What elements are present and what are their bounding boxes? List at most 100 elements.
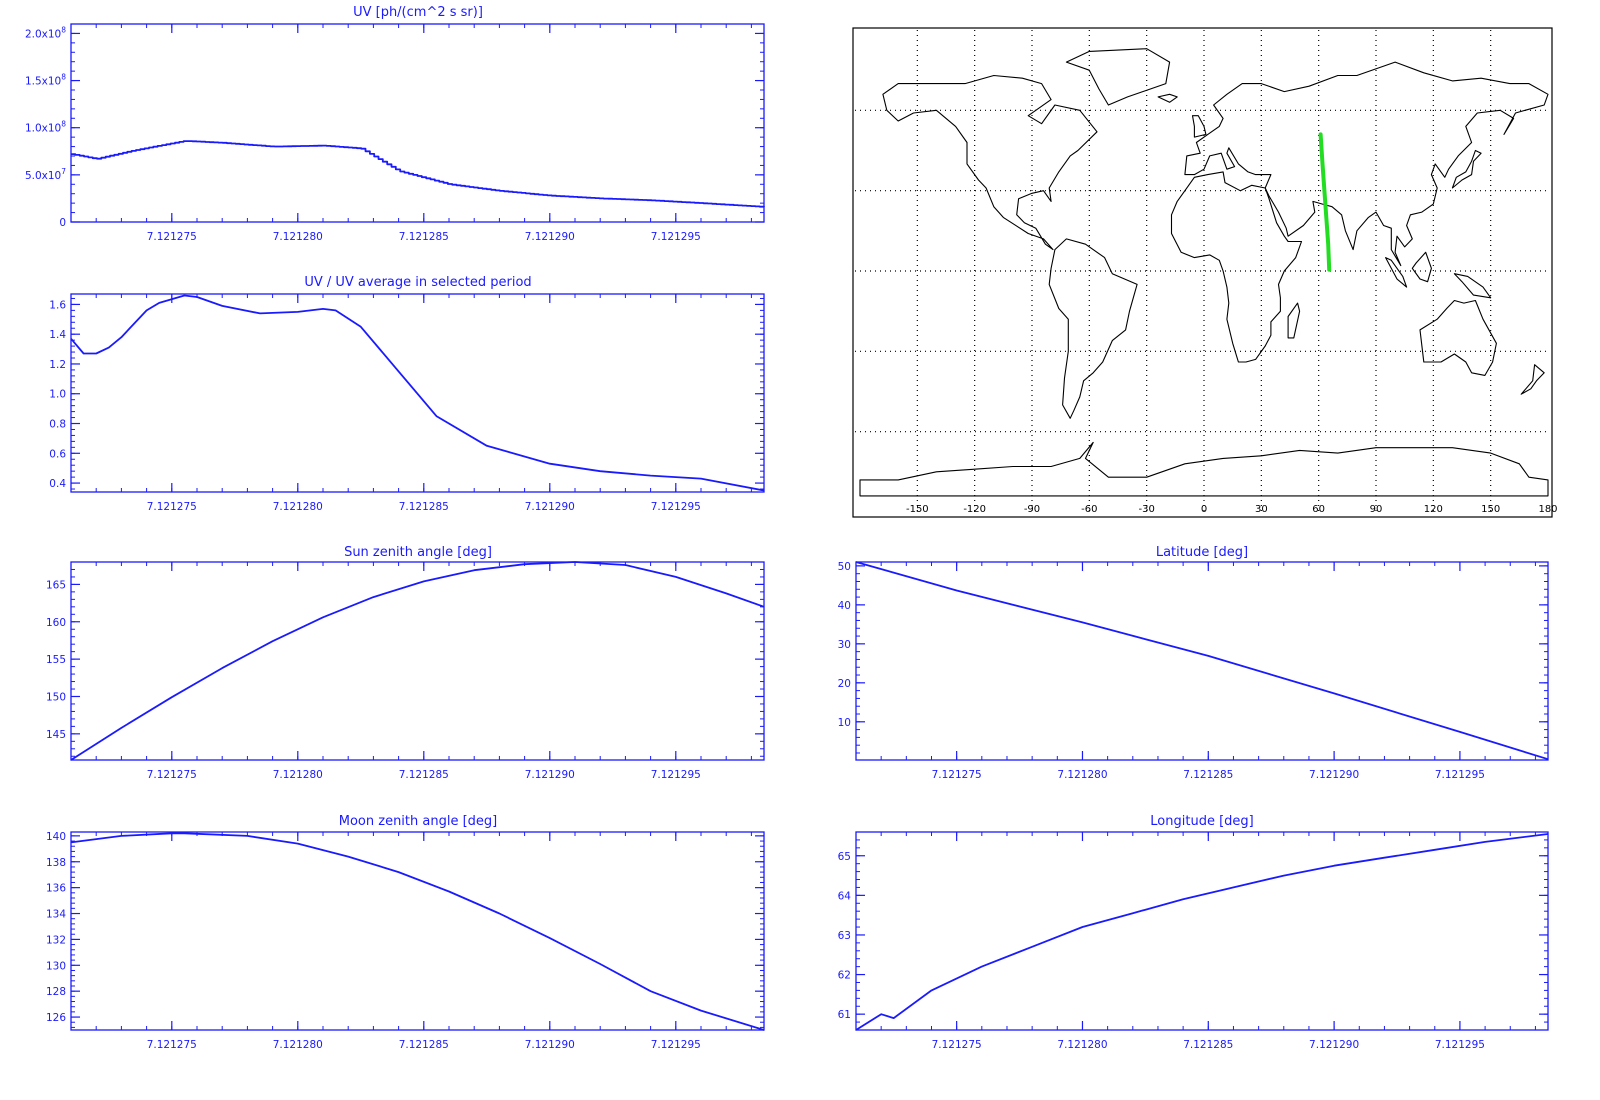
sun-zenith-panel: Sun zenith angle [deg] 7.121275 7.121280 7… — [46, 545, 765, 781]
longitude-x-tick-label: 7.121280 — [1057, 1039, 1107, 1051]
map-lon-tick-label: 150 — [1481, 504, 1500, 515]
moon-zenith-x-tick-label: 7.121290 — [525, 1039, 575, 1051]
moon-zenith-y-tick-label: 138 — [46, 857, 66, 869]
sun-zenith-title: Sun zenith angle [deg] — [344, 545, 492, 560]
uv-y-tick-label: 0 — [59, 217, 66, 229]
longitude-series-line — [855, 833, 1549, 1031]
uv-ratio-plot-frame — [70, 293, 765, 493]
latitude-title: Latitude [deg] — [1156, 545, 1248, 560]
uv-ratio-y-tick-label: 1.4 — [49, 329, 66, 341]
uv-y-tick-label: 2.0x108 — [25, 25, 66, 40]
sun-zenith-y-tick-label: 155 — [46, 654, 66, 666]
map-coastline-borneo — [1411, 251, 1432, 283]
moon-zenith-y-tick-label: 140 — [46, 831, 66, 843]
sun-zenith-series-line — [70, 561, 765, 761]
world-map-panel: -150 -120 -90 -60 -30 0 30 60 90 120 150 180 — [852, 27, 1558, 518]
map-lon-tick-label: 30 — [1255, 504, 1268, 515]
uv-ratio-x-tick-label: 7.121275 — [147, 501, 197, 513]
sun-zenith-y-tick-label: 145 — [46, 729, 66, 741]
map-coastline-greenland — [1065, 48, 1171, 106]
longitude-plot-frame — [855, 831, 1549, 1031]
map-lon-tick-label: 0 — [1201, 504, 1207, 515]
moon-zenith-title: Moon zenith angle [deg] — [339, 814, 497, 829]
satellite-ground-track — [1318, 132, 1332, 272]
moon-zenith-y-tick-label: 136 — [46, 883, 66, 895]
uv-x-tick-label: 7.121280 — [273, 231, 323, 243]
uv-ratio-x-tick-label: 7.121290 — [525, 501, 575, 513]
sun-zenith-x-tick-label: 7.121285 — [399, 769, 449, 781]
latitude-x-tick-label: 7.121285 — [1183, 769, 1233, 781]
uv-x-tick-label: 7.121295 — [651, 231, 701, 243]
longitude-y-tick-label: 65 — [838, 851, 851, 863]
map-lon-tick-label: 180 — [1538, 504, 1557, 515]
uv-ratio-y-tick-label: 1.6 — [49, 299, 66, 311]
latitude-x-tick-label: 7.121280 — [1057, 769, 1107, 781]
map-coastline-africa — [1170, 171, 1303, 363]
map-coastline-madagascar — [1287, 302, 1301, 339]
map-coastline-north-america — [882, 74, 1098, 251]
latitude-series-line — [855, 561, 1549, 761]
sun-zenith-x-tick-label: 7.121280 — [273, 769, 323, 781]
latitude-plot-frame — [855, 561, 1549, 761]
sun-zenith-x-tick-label: 7.121290 — [525, 769, 575, 781]
uv-ratio-y-tick-label: 0.6 — [49, 448, 66, 460]
map-coastline-australia — [1419, 299, 1497, 376]
map-lon-tick-label: 120 — [1424, 504, 1443, 515]
latitude-x-tick-label: 7.121275 — [932, 769, 982, 781]
latitude-x-tick-label: 7.121290 — [1309, 769, 1359, 781]
map-lon-tick-label: 90 — [1370, 504, 1383, 515]
sun-zenith-x-tick-label: 7.121275 — [147, 769, 197, 781]
latitude-y-tick-label: 40 — [838, 600, 851, 612]
moon-zenith-plot-frame — [70, 831, 765, 1031]
moon-zenith-y-tick-label: 128 — [46, 986, 66, 998]
uv-ratio-x-tick-label: 7.121295 — [651, 501, 701, 513]
sun-zenith-y-tick-label: 160 — [46, 617, 66, 629]
latitude-y-tick-label: 30 — [838, 639, 851, 651]
map-lon-tick-label: -150 — [906, 504, 929, 515]
uv-x-tick-label: 7.121275 — [147, 231, 197, 243]
uv-ratio-panel: UV / UV average in selected period 7.121… — [49, 275, 765, 513]
moon-zenith-x-tick-label: 7.121280 — [273, 1039, 323, 1051]
map-lon-tick-label: -60 — [1081, 504, 1097, 515]
map-coastline-antarctica — [859, 441, 1549, 497]
longitude-x-tick-label: 7.121290 — [1309, 1039, 1359, 1051]
map-coastline-new-guinea — [1453, 273, 1492, 299]
map-coastline-eurasia-africa — [1184, 61, 1549, 267]
longitude-y-tick-label: 64 — [838, 890, 852, 902]
sun-zenith-y-tick-label: 150 — [46, 691, 66, 703]
uv-y-tick-label: 1.0x108 — [25, 120, 66, 135]
sun-zenith-x-tick-label: 7.121295 — [651, 769, 701, 781]
uv-panel: UV [ph/(cm^2 s sr)] 7.121275 7.121280 7.12… — [25, 5, 765, 243]
moon-zenith-x-tick-label: 7.121285 — [399, 1039, 449, 1051]
moon-zenith-y-tick-label: 132 — [46, 934, 66, 946]
uv-ratio-y-tick-label: 1.2 — [49, 359, 66, 371]
latitude-y-tick-label: 10 — [838, 717, 851, 729]
map-coastline-japan — [1451, 149, 1482, 189]
moon-zenith-y-tick-label: 126 — [46, 1012, 66, 1024]
latitude-x-tick-label: 7.121295 — [1435, 769, 1485, 781]
longitude-x-tick-label: 7.121275 — [932, 1039, 982, 1051]
moon-zenith-y-tick-label: 130 — [46, 960, 66, 972]
map-frame — [852, 27, 1553, 518]
uv-x-tick-label: 7.121290 — [525, 231, 575, 243]
uv-title: UV [ph/(cm^2 s sr)] — [353, 5, 483, 20]
map-coastline-new-zealand — [1520, 364, 1545, 395]
map-coastline-iceland — [1157, 93, 1178, 103]
map-lon-tick-label: -120 — [963, 504, 986, 515]
moon-zenith-panel: Moon zenith angle [deg] 7.121275 7.121280… — [46, 814, 765, 1051]
uv-y-tick-label: 5.0x107 — [25, 167, 66, 182]
latitude-y-tick-label: 20 — [838, 678, 851, 690]
longitude-panel: Longitude [deg] 7.121275 7.121280 7.121285… — [838, 814, 1549, 1051]
uv-x-tick-label: 7.121285 — [399, 231, 449, 243]
uv-ratio-x-tick-label: 7.121280 — [273, 501, 323, 513]
map-lon-tick-label: -30 — [1138, 504, 1154, 515]
moon-zenith-x-tick-label: 7.121295 — [651, 1039, 701, 1051]
map-coastline-uk — [1191, 115, 1207, 138]
map-coastline-sumatra — [1385, 257, 1408, 288]
map-coastline-south-america — [1048, 238, 1138, 419]
longitude-x-tick-label: 7.121295 — [1435, 1039, 1485, 1051]
uv-ratio-title: UV / UV average in selected period — [304, 275, 531, 290]
uv-y-tick-label: 1.5x108 — [25, 73, 66, 88]
moon-zenith-x-tick-label: 7.121275 — [147, 1039, 197, 1051]
